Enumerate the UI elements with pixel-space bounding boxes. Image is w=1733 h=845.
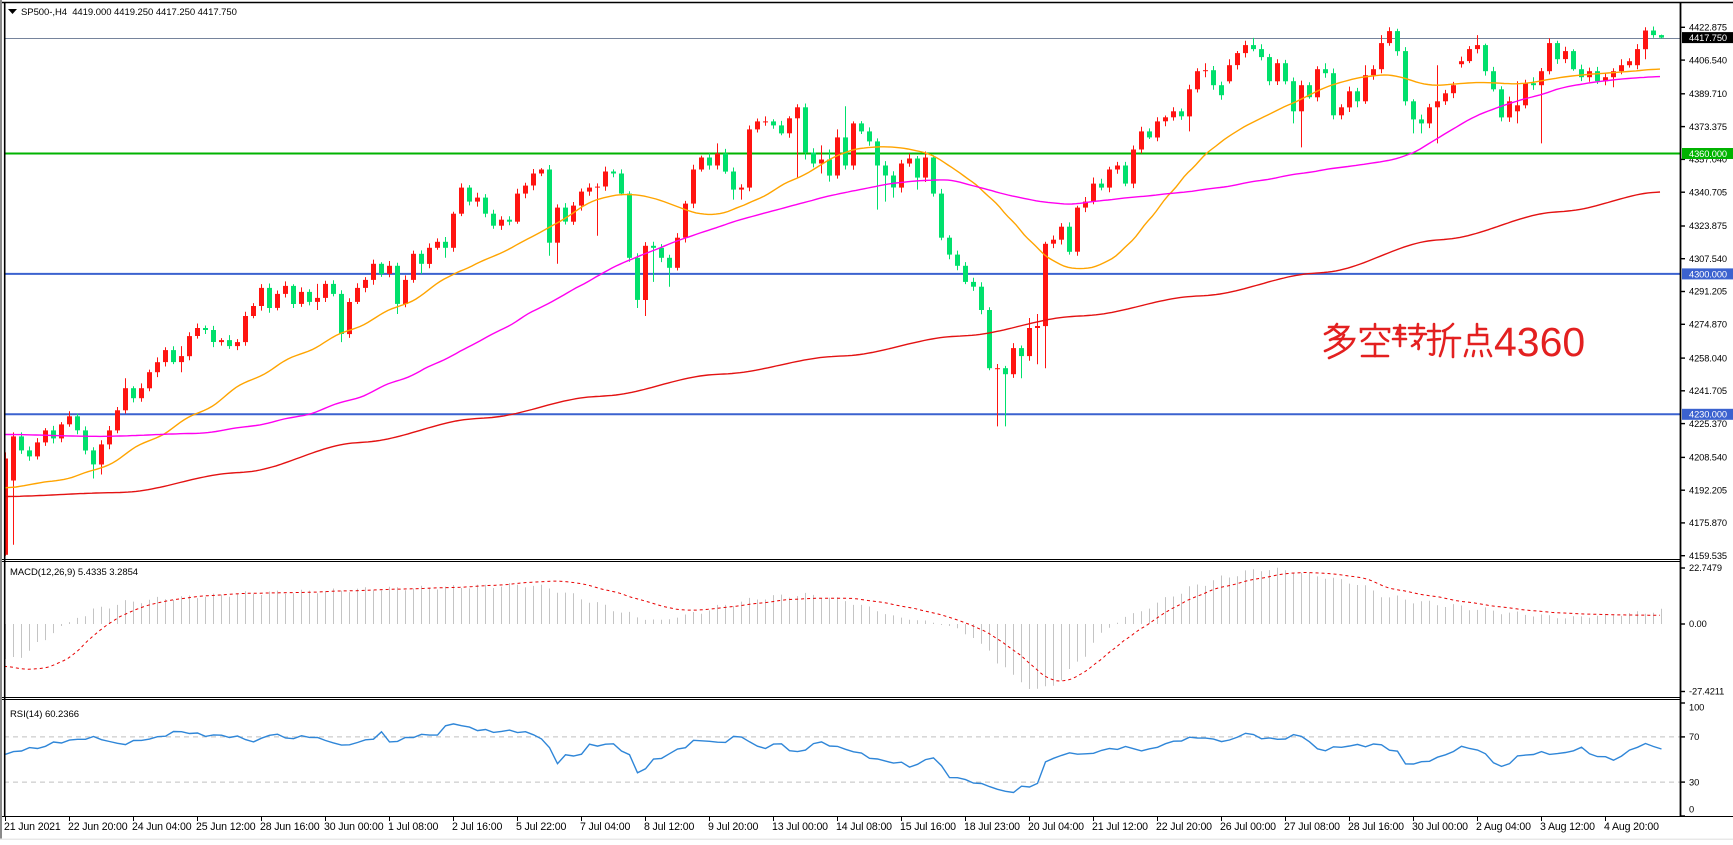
svg-text:4360: 4360 [1494, 319, 1585, 365]
svg-text:4 Aug 20:00: 4 Aug 20:00 [1604, 821, 1659, 833]
svg-text:20 Jul 04:00: 20 Jul 04:00 [1028, 821, 1084, 833]
svg-text:4406.540: 4406.540 [1689, 55, 1727, 65]
svg-text:7 Jul 04:00: 7 Jul 04:00 [580, 821, 630, 833]
svg-text:22 Jul 20:00: 22 Jul 20:00 [1156, 821, 1212, 833]
svg-text:30 Jul 00:00: 30 Jul 00:00 [1412, 821, 1468, 833]
svg-text:4357.040: 4357.040 [1689, 155, 1727, 165]
svg-text:22 Jun 20:00: 22 Jun 20:00 [68, 821, 128, 833]
svg-text:9 Jul 20:00: 9 Jul 20:00 [708, 821, 758, 833]
svg-text:4300.000: 4300.000 [1689, 269, 1727, 279]
svg-text:27 Jul 08:00: 27 Jul 08:00 [1284, 821, 1340, 833]
svg-text:MACD(12,26,9) 5.4335 3.2854: MACD(12,26,9) 5.4335 3.2854 [10, 567, 138, 578]
svg-text:28 Jun 16:00: 28 Jun 16:00 [260, 821, 320, 833]
svg-text:2 Aug 04:00: 2 Aug 04:00 [1476, 821, 1531, 833]
svg-text:4230.000: 4230.000 [1689, 410, 1727, 420]
svg-text:4291.205: 4291.205 [1689, 287, 1727, 297]
svg-text:14 Jul 08:00: 14 Jul 08:00 [836, 821, 892, 833]
svg-text:SP500-,H4 4419.000 4419.250 4: SP500-,H4 4419.000 4419.250 4417.250 441… [21, 7, 237, 18]
svg-text:3 Aug 12:00: 3 Aug 12:00 [1540, 821, 1595, 833]
svg-text:4225.370: 4225.370 [1689, 419, 1727, 429]
svg-text:18 Jul 23:00: 18 Jul 23:00 [964, 821, 1020, 833]
svg-text:21 Jun 2021: 21 Jun 2021 [4, 821, 61, 833]
svg-text:0.00: 0.00 [1689, 619, 1707, 629]
svg-text:4159.535: 4159.535 [1689, 551, 1727, 561]
svg-text:4323.875: 4323.875 [1689, 221, 1727, 231]
svg-text:4258.040: 4258.040 [1689, 353, 1727, 363]
svg-text:21 Jul 12:00: 21 Jul 12:00 [1092, 821, 1148, 833]
svg-text:4360.000: 4360.000 [1689, 149, 1727, 159]
svg-text:RSI(14) 60.2366: RSI(14) 60.2366 [10, 709, 79, 720]
svg-text:4241.705: 4241.705 [1689, 386, 1727, 396]
svg-text:28 Jul 16:00: 28 Jul 16:00 [1348, 821, 1404, 833]
svg-text:-27.4211: -27.4211 [1689, 687, 1724, 697]
svg-text:8 Jul 12:00: 8 Jul 12:00 [644, 821, 694, 833]
svg-text:4422.875: 4422.875 [1689, 23, 1727, 33]
svg-text:30: 30 [1689, 777, 1699, 787]
svg-text:22.7479: 22.7479 [1689, 563, 1722, 573]
svg-text:0: 0 [1689, 805, 1694, 815]
svg-text:4373.375: 4373.375 [1689, 122, 1727, 132]
svg-text:1 Jul 08:00: 1 Jul 08:00 [388, 821, 438, 833]
svg-text:4389.710: 4389.710 [1689, 89, 1727, 99]
svg-text:2 Jul 16:00: 2 Jul 16:00 [452, 821, 502, 833]
svg-text:4208.540: 4208.540 [1689, 453, 1727, 463]
svg-text:25 Jun 12:00: 25 Jun 12:00 [196, 821, 256, 833]
svg-text:4307.540: 4307.540 [1689, 254, 1727, 264]
svg-text:30 Jun 00:00: 30 Jun 00:00 [324, 821, 384, 833]
svg-text:13 Jul 00:00: 13 Jul 00:00 [772, 821, 828, 833]
svg-text:4274.870: 4274.870 [1689, 320, 1727, 330]
svg-text:15 Jul 16:00: 15 Jul 16:00 [900, 821, 956, 833]
svg-text:4192.205: 4192.205 [1689, 485, 1727, 495]
svg-text:100: 100 [1689, 703, 1704, 713]
svg-text:70: 70 [1689, 732, 1699, 742]
svg-text:4175.870: 4175.870 [1689, 518, 1727, 528]
svg-text:4340.705: 4340.705 [1689, 187, 1727, 197]
svg-text:26 Jul 00:00: 26 Jul 00:00 [1220, 821, 1276, 833]
svg-text:24 Jun 04:00: 24 Jun 04:00 [132, 821, 192, 833]
svg-text:4417.750: 4417.750 [1689, 33, 1727, 43]
svg-text:5 Jul 22:00: 5 Jul 22:00 [516, 821, 566, 833]
